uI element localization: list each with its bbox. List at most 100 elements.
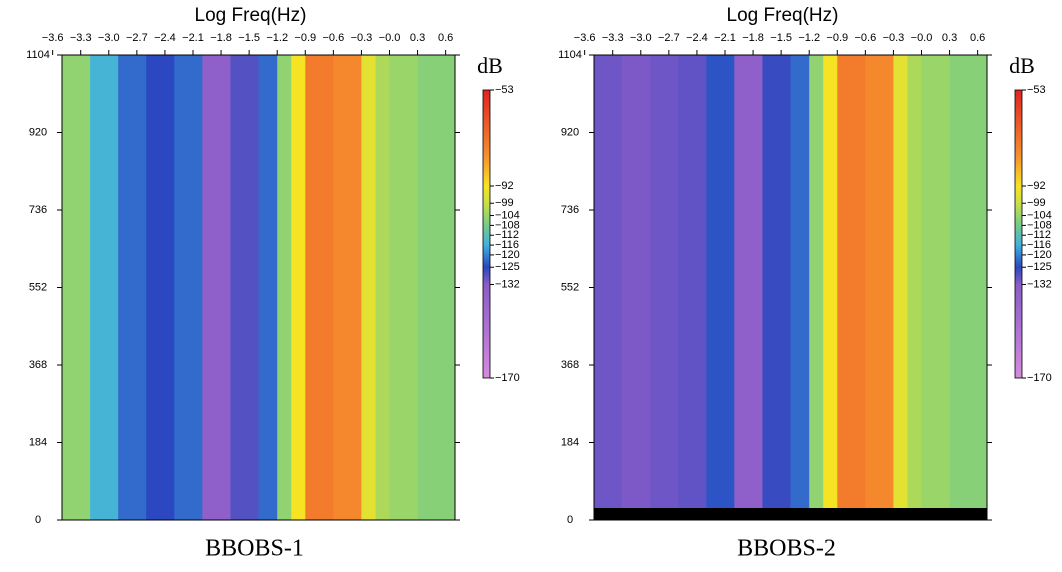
y-tick-label: 184 — [561, 436, 579, 448]
heatmap-cell — [650, 55, 678, 520]
heatmap-cell — [375, 55, 389, 520]
x-tick-label: −3.0 — [98, 32, 120, 44]
colorbar-tick-label: −99 — [495, 197, 514, 209]
heatmap-cell — [893, 55, 907, 520]
x-tick-label: −1.5 — [770, 32, 792, 44]
y-tick-label: 920 — [561, 126, 579, 138]
heatmap-cell — [118, 55, 146, 520]
x-tick-label: −1.8 — [742, 32, 764, 44]
heatmap-cell — [678, 55, 706, 520]
x-tick-label: 0.6 — [438, 32, 453, 44]
y-tick-label: 552 — [561, 281, 579, 293]
x-tick-label: −2.4 — [154, 32, 176, 44]
y-tick-label: 0 — [35, 514, 41, 526]
x-tick-label: −0.0 — [379, 32, 401, 44]
x-tick-label: −3.0 — [630, 32, 652, 44]
colorbar — [1015, 90, 1022, 378]
x-tick-label: −0.6 — [322, 32, 344, 44]
heatmap-cell — [594, 55, 622, 520]
x-tick-label: −0.9 — [294, 32, 316, 44]
heatmap-cell — [418, 55, 456, 520]
heatmap-cell — [259, 55, 278, 520]
x-tick-label: −3.3 — [70, 32, 92, 44]
heatmap-cell — [837, 55, 865, 520]
colorbar-title: dB — [1009, 53, 1035, 78]
colorbar-tick-label: −132 — [495, 278, 520, 290]
y-tick-label: 1104 — [26, 49, 50, 61]
colorbar-tick-label: −120 — [495, 249, 520, 261]
heatmap-cell — [922, 55, 950, 520]
heatmap-cell — [333, 55, 361, 520]
x-tick-label: −0.9 — [826, 32, 848, 44]
x-tick-label: −2.7 — [126, 32, 148, 44]
heatmap-cell — [706, 55, 734, 520]
heatmap-cell — [390, 55, 418, 520]
heatmap-cell — [202, 55, 230, 520]
heatmap-cell — [361, 55, 375, 520]
colorbar-tick-label: −125 — [1027, 261, 1052, 273]
x-tick-label: −1.8 — [210, 32, 232, 44]
x-tick-label: −0.3 — [883, 32, 905, 44]
heatmap-cell — [174, 55, 202, 520]
colorbar-tick-label: −99 — [1027, 197, 1046, 209]
x-tick-label: 0.3 — [942, 32, 957, 44]
heatmap-cell — [809, 55, 823, 520]
y-tick-label: 0 — [567, 514, 573, 526]
heatmap-cell — [230, 55, 258, 520]
x-tick-label: 0.6 — [970, 32, 985, 44]
x-tick-label: −1.5 — [238, 32, 260, 44]
panel-caption: BBOBS-1 — [205, 536, 304, 562]
colorbar — [483, 90, 490, 378]
heatmap-cell — [791, 55, 810, 520]
x-tick-label: −2.4 — [686, 32, 708, 44]
heatmap-cell — [305, 55, 333, 520]
heatmap-cell — [823, 55, 837, 520]
y-tick-label: 552 — [29, 281, 47, 293]
heatmap-cell — [62, 55, 90, 520]
heatmap-cell — [146, 55, 174, 520]
axis-title: Log Freq(Hz) — [195, 5, 307, 26]
colorbar-tick-label: −170 — [1027, 372, 1052, 384]
heatmap-cell — [90, 55, 118, 520]
colorbar-tick-label: −92 — [1027, 180, 1046, 192]
colorbar-tick-label: −53 — [495, 84, 514, 96]
colorbar-tick-label: −125 — [495, 261, 520, 273]
x-tick-label: 0.3 — [410, 32, 425, 44]
y-tick-label: 368 — [29, 359, 47, 371]
y-tick-label: 920 — [29, 126, 47, 138]
colorbar-tick-label: −92 — [495, 180, 514, 192]
x-tick-label: −0.6 — [854, 32, 876, 44]
x-tick-label: −3.6 — [42, 32, 64, 44]
x-tick-label: −1.2 — [798, 32, 820, 44]
colorbar-title: dB — [477, 53, 503, 78]
heatmap-cell — [291, 55, 305, 520]
heatmap-cell — [762, 55, 790, 520]
x-tick-label: −3.3 — [602, 32, 624, 44]
x-tick-label: −2.1 — [182, 32, 204, 44]
y-tick-label: 736 — [29, 204, 47, 216]
y-tick-label: 368 — [561, 359, 579, 371]
x-tick-label: −1.2 — [266, 32, 288, 44]
heatmap-cell — [622, 55, 650, 520]
y-tick-label: 736 — [561, 204, 579, 216]
colorbar-tick-label: −120 — [1027, 249, 1052, 261]
x-tick-label: −2.7 — [658, 32, 680, 44]
axis-title: Log Freq(Hz) — [727, 5, 839, 26]
y-tick-label: 184 — [29, 436, 47, 448]
no-data-band — [594, 508, 987, 520]
x-tick-label: −3.6 — [574, 32, 596, 44]
colorbar-tick-label: −132 — [1027, 278, 1052, 290]
heatmap-cell — [734, 55, 762, 520]
x-tick-label: −0.3 — [351, 32, 373, 44]
heatmap-cell — [865, 55, 893, 520]
colorbar-tick-label: −170 — [495, 372, 520, 384]
colorbar-tick-label: −53 — [1027, 84, 1046, 96]
panel-caption: BBOBS-2 — [737, 536, 836, 562]
x-tick-label: −0.0 — [911, 32, 933, 44]
heatmap-cell — [950, 55, 988, 520]
heatmap-cell — [277, 55, 291, 520]
heatmap-cell — [907, 55, 921, 520]
y-tick-label: 1104 — [558, 49, 582, 61]
